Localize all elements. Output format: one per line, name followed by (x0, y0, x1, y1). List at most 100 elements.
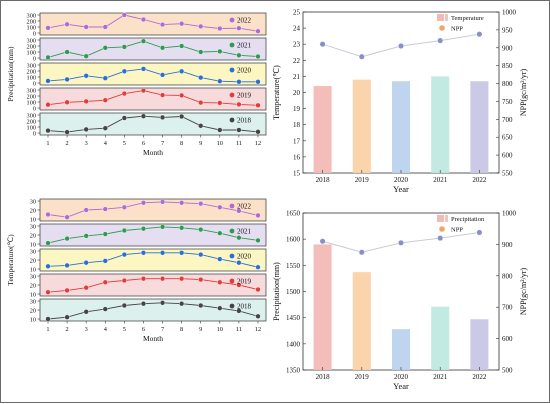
legend-marker-2022 (229, 203, 235, 209)
y-tick-label: 20 (30, 257, 36, 264)
y-tick-label: 200 (27, 93, 36, 100)
data-point (45, 102, 51, 108)
data-point (83, 98, 89, 105)
data-point (121, 277, 127, 284)
y-tick-label: 25 (293, 9, 301, 17)
series-line-2021 (47, 40, 259, 58)
legend-bar-swatch (437, 14, 444, 21)
legend-label-2020: 2020 (237, 67, 252, 75)
data-point (45, 78, 51, 84)
data-point (236, 260, 242, 266)
data-point (83, 53, 89, 59)
data-point (83, 260, 89, 266)
data-point (64, 76, 70, 83)
strip-band-2022 (39, 12, 267, 36)
y-tick-label: 200 (27, 118, 36, 125)
legend-bar-swatch (437, 215, 444, 222)
data-point (64, 49, 70, 55)
y-axis-title: Temperature(℃) (272, 65, 281, 120)
y2-axis-title: NPP(gc/m²/yr) (519, 268, 528, 316)
data-point (179, 276, 185, 282)
y2-tick-label: 600 (502, 152, 513, 160)
x-tick-label: 6 (142, 326, 145, 333)
x-tick-label: 5 (123, 326, 126, 333)
x-tick-label: 1 (46, 140, 49, 147)
series-line-2021 (47, 226, 259, 244)
data-point (102, 231, 108, 237)
x-tick-label: 2 (66, 326, 69, 333)
bar-2020 (391, 81, 411, 173)
data-point (159, 92, 166, 98)
data-point (198, 74, 204, 81)
x-tick-label: 2019 (355, 373, 370, 381)
data-point (217, 100, 223, 106)
data-point (236, 235, 242, 241)
strip-band-2019 (39, 87, 267, 111)
y-tick-label: 200 (27, 68, 36, 75)
bar-2018 (313, 244, 332, 370)
data-point (45, 128, 51, 134)
data-point (159, 72, 166, 78)
data-point (255, 129, 261, 135)
bar-2020 (391, 329, 411, 370)
data-point (64, 314, 70, 320)
bar-2018 (313, 86, 332, 173)
x-tick-label: 6 (142, 140, 145, 147)
x-axis-title: Year (393, 184, 409, 194)
legend-label-bar: Temperature (451, 15, 484, 22)
y-tick-label: 30 (30, 298, 36, 305)
strip-band-2019 (39, 273, 267, 297)
data-point (179, 113, 185, 120)
y-tick-label: 0 (33, 30, 36, 37)
x-tick-label: 9 (199, 326, 202, 333)
data-point (198, 227, 204, 233)
x-tick-label: 4 (104, 326, 108, 333)
y-tick-label: 18 (293, 121, 301, 129)
data-point (121, 90, 127, 97)
y-axis-title: Temperature(℃) (6, 234, 15, 286)
y2-tick-label: 900 (502, 241, 513, 249)
data-point (140, 276, 147, 282)
x-tick-label: 11 (236, 326, 242, 333)
x-tick-label: 2022 (472, 176, 487, 184)
y2-tick-label: 650 (502, 134, 513, 142)
data-point (255, 237, 261, 244)
data-point (64, 21, 70, 27)
x-tick-label: 3 (85, 140, 88, 147)
series-line-2020 (47, 252, 259, 268)
y-tick-label: 200 (27, 43, 36, 50)
y-tick-label: 10 (30, 316, 36, 323)
x-tick-label: 10 (217, 326, 223, 333)
data-point (217, 204, 223, 210)
y-tick-label: 0 (33, 130, 36, 137)
data-point (102, 258, 108, 264)
data-point (255, 53, 261, 60)
data-point (140, 250, 147, 256)
data-point (217, 305, 223, 311)
legend-label-2018: 2018 (237, 117, 252, 125)
y2-tick-label: 850 (502, 62, 513, 70)
data-point (179, 68, 185, 74)
y-tick-label: 10 (30, 241, 36, 248)
bar-2021 (431, 76, 450, 173)
data-point (64, 99, 70, 105)
data-point (83, 24, 89, 30)
data-point (140, 66, 147, 72)
bar-2021 (431, 306, 450, 370)
data-point (159, 114, 166, 121)
data-point (255, 264, 261, 270)
data-point (83, 73, 89, 79)
data-point (45, 211, 51, 218)
data-point (102, 206, 108, 212)
data-point (45, 54, 51, 61)
x-tick-label: 9 (199, 140, 202, 147)
legend-marker-2021 (229, 42, 235, 48)
legend-bar-swatch (445, 14, 448, 21)
y2-tick-label: 1000 (502, 210, 517, 218)
data-point (140, 226, 147, 232)
data-point (121, 115, 127, 121)
y2-tick-label: 1000 (502, 9, 517, 17)
npp-point (358, 249, 365, 256)
y-tick-label: 1550 (286, 262, 301, 270)
legend-marker-2020 (229, 253, 235, 259)
